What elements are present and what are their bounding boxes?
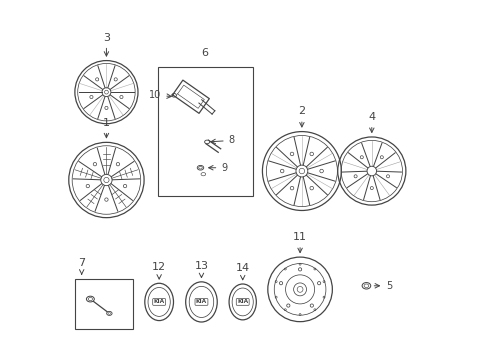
- Text: KIA: KIA: [153, 300, 164, 305]
- Text: 9: 9: [208, 163, 227, 173]
- Ellipse shape: [204, 140, 209, 144]
- Text: 7: 7: [78, 258, 85, 274]
- Text: 6: 6: [202, 48, 208, 58]
- Text: 2: 2: [298, 107, 305, 127]
- Text: 11: 11: [292, 232, 306, 253]
- Text: 4: 4: [367, 112, 375, 132]
- Text: 5: 5: [373, 281, 391, 291]
- Ellipse shape: [197, 165, 203, 170]
- Text: 12: 12: [152, 262, 166, 279]
- Text: 3: 3: [103, 33, 110, 56]
- Bar: [75, 279, 132, 329]
- Bar: [158, 67, 252, 196]
- Text: KIA: KIA: [196, 300, 206, 305]
- Text: 8: 8: [210, 135, 234, 145]
- Text: KIA: KIA: [237, 300, 248, 305]
- Ellipse shape: [362, 283, 370, 289]
- Text: 10: 10: [149, 90, 171, 100]
- Polygon shape: [172, 80, 209, 113]
- Ellipse shape: [86, 296, 94, 302]
- Ellipse shape: [106, 311, 112, 315]
- Text: 13: 13: [194, 261, 208, 278]
- Text: 14: 14: [235, 263, 249, 280]
- Text: 1: 1: [103, 118, 110, 138]
